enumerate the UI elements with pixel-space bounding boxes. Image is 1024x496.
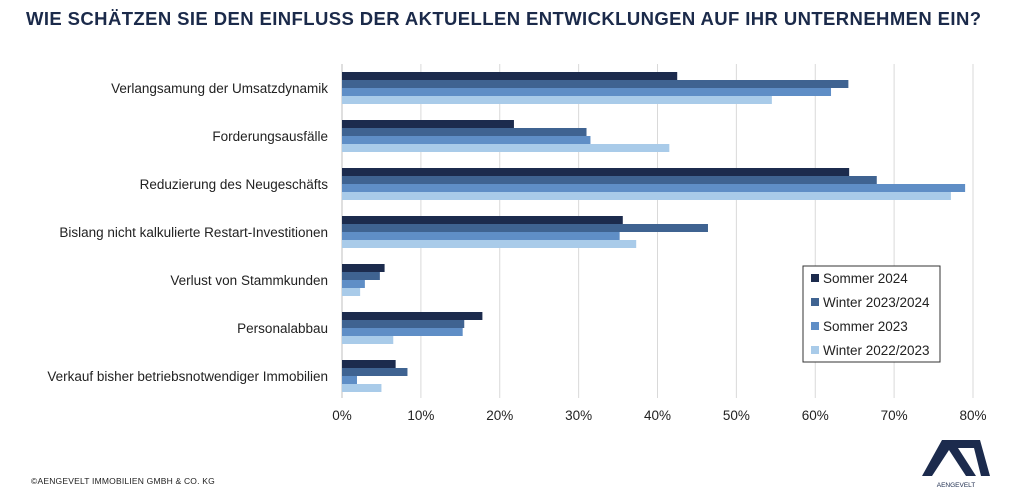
category-label: Reduzierung des Neugeschäfts <box>140 177 329 192</box>
bar <box>342 328 463 336</box>
bar <box>342 272 380 280</box>
copyright-notice: ©AENGEVELT IMMOBILIEN GMBH & CO. KG <box>31 476 215 486</box>
bar <box>342 144 670 152</box>
x-tick-label: 50% <box>723 408 750 423</box>
x-tick-label: 70% <box>881 408 908 423</box>
bar <box>342 224 708 232</box>
bar <box>342 136 591 144</box>
bar <box>342 96 772 104</box>
legend-label: Winter 2022/2023 <box>823 343 930 358</box>
bar <box>342 280 365 288</box>
x-tick-label: 30% <box>565 408 592 423</box>
bar <box>342 192 951 200</box>
legend-label: Winter 2023/2024 <box>823 295 930 310</box>
legend-swatch <box>811 322 819 330</box>
bar <box>342 320 465 328</box>
bar <box>342 288 361 296</box>
bar <box>342 368 408 376</box>
category-label: Verlust von Stammkunden <box>170 273 328 288</box>
category-label: Verkauf bisher betriebsnotwendiger Immob… <box>47 369 328 384</box>
legend-swatch <box>811 298 819 306</box>
bar <box>342 240 637 248</box>
legend <box>802 265 941 363</box>
category-label: Personalabbau <box>237 321 328 336</box>
x-tick-label: 10% <box>407 408 434 423</box>
bar <box>342 72 678 80</box>
page-title: WIE SCHÄTZEN SIE DEN EINFLUSS DER AKTUEL… <box>26 8 982 29</box>
legend-swatch <box>811 346 819 354</box>
bar <box>342 128 587 136</box>
bar <box>342 120 514 128</box>
bar <box>342 360 396 368</box>
bar <box>342 336 394 344</box>
bar <box>342 168 850 176</box>
x-tick-label: 80% <box>959 408 986 423</box>
bar <box>342 384 382 392</box>
bar <box>342 216 623 224</box>
legend-label: Sommer 2024 <box>823 271 908 286</box>
bar <box>342 184 966 192</box>
x-tick-label: 40% <box>644 408 671 423</box>
bar <box>342 264 385 272</box>
bar <box>342 80 849 88</box>
category-label: Forderungsausfälle <box>212 129 328 144</box>
bar <box>342 232 620 240</box>
legend-label: Sommer 2023 <box>823 319 908 334</box>
logo-text: AENGEVELT <box>937 482 976 489</box>
bar <box>342 176 877 184</box>
bar <box>342 88 832 96</box>
x-tick-label: 60% <box>802 408 829 423</box>
bar <box>342 312 483 320</box>
bar <box>342 376 357 384</box>
category-label: Bislang nicht kalkulierte Restart-Invest… <box>59 225 328 240</box>
aengevelt-logo: AENGEVELT <box>922 440 990 489</box>
x-tick-label: 20% <box>486 408 513 423</box>
x-tick-label: 0% <box>332 408 352 423</box>
legend-swatch <box>811 274 819 282</box>
category-label: Verlangsamung der Umsatzdynamik <box>111 81 328 96</box>
